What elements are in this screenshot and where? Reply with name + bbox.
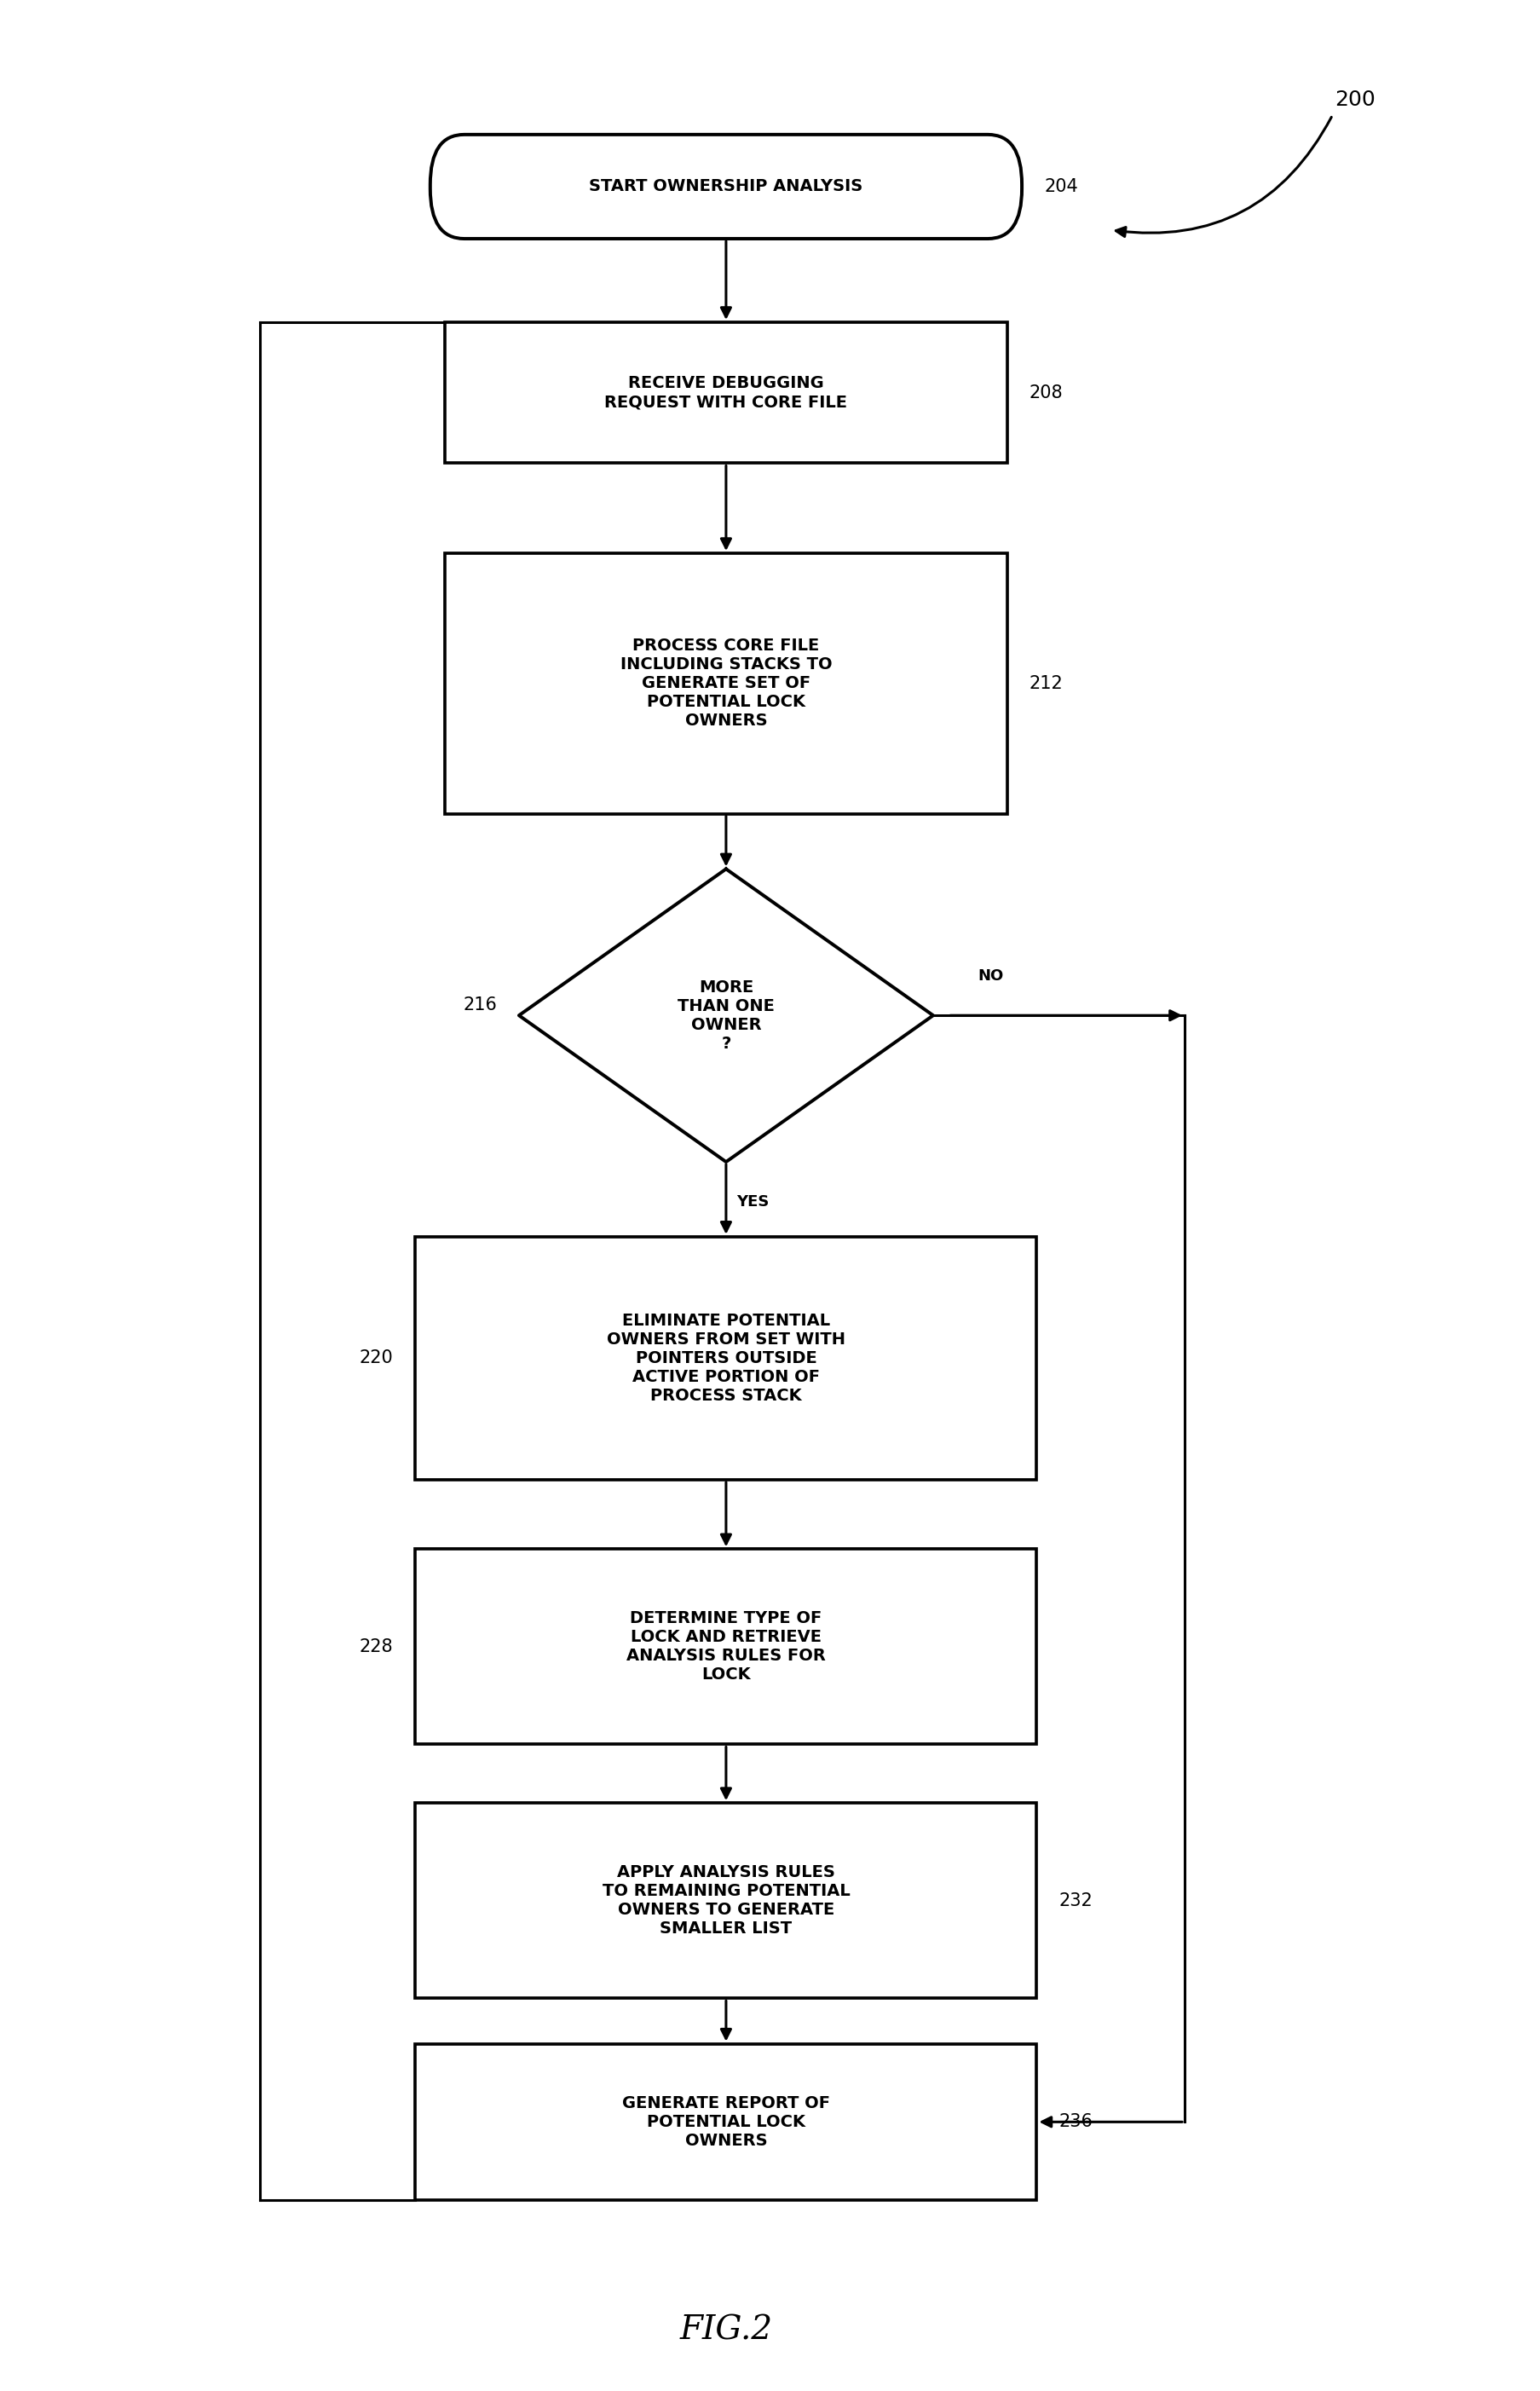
Bar [445,323,1007,464]
Bar [416,1549,1036,1745]
Text: FIG.2: FIG.2 [679,2314,772,2346]
FancyArrowPatch shape [1115,117,1331,237]
Bar [416,2044,1036,2200]
FancyBboxPatch shape [430,134,1021,239]
Text: 220: 220 [359,1349,393,1368]
Text: GENERATE REPORT OF
POTENTIAL LOCK
OWNERS: GENERATE REPORT OF POTENTIAL LOCK OWNERS [622,2095,830,2150]
Bar [416,1236,1036,1480]
Bar [445,552,1007,813]
Text: MORE
THAN ONE
OWNER
?: MORE THAN ONE OWNER ? [678,980,775,1052]
Polygon shape [519,868,933,1162]
Text: START OWNERSHIP ANALYSIS: START OWNERSHIP ANALYSIS [588,179,862,194]
Text: APPLY ANALYSIS RULES
TO REMAINING POTENTIAL
OWNERS TO GENERATE
SMALLER LIST: APPLY ANALYSIS RULES TO REMAINING POTENT… [602,1865,850,1937]
Text: PROCESS CORE FILE
INCLUDING STACKS TO
GENERATE SET OF
POTENTIAL LOCK
OWNERS: PROCESS CORE FILE INCLUDING STACKS TO GE… [619,638,832,729]
Text: 228: 228 [359,1638,393,1655]
Text: 204: 204 [1044,177,1078,196]
Bar [416,1803,1036,1999]
Text: 212: 212 [1029,674,1063,691]
Text: RECEIVE DEBUGGING
REQUEST WITH CORE FILE: RECEIVE DEBUGGING REQUEST WITH CORE FILE [604,375,847,411]
Text: 232: 232 [1058,1891,1092,1908]
Text: ELIMINATE POTENTIAL
OWNERS FROM SET WITH
POINTERS OUTSIDE
ACTIVE PORTION OF
PROC: ELIMINATE POTENTIAL OWNERS FROM SET WITH… [607,1313,845,1404]
Text: YES: YES [736,1196,768,1210]
Text: NO: NO [976,968,1003,985]
Text: 208: 208 [1029,385,1063,402]
Text: 236: 236 [1058,2114,1092,2130]
Text: 216: 216 [462,997,496,1014]
Text: DETERMINE TYPE OF
LOCK AND RETRIEVE
ANALYSIS RULES FOR
LOCK: DETERMINE TYPE OF LOCK AND RETRIEVE ANAL… [627,1612,825,1683]
Text: 200: 200 [1334,88,1374,110]
